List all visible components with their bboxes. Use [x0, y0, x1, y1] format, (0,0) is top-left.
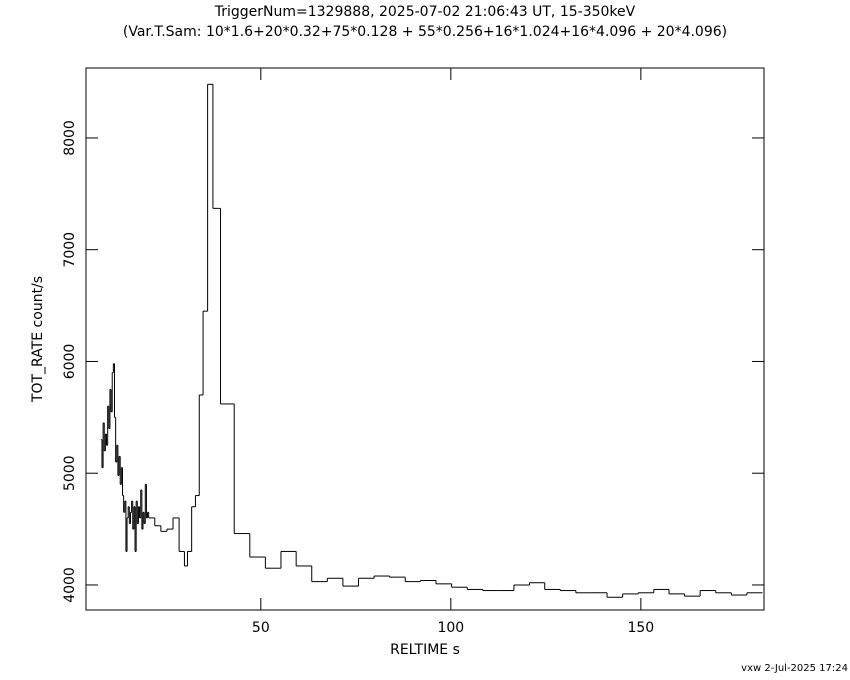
footer: vxw 2-Jul-2025 17:24 — [741, 663, 848, 674]
y-tick-label: 4000 — [62, 567, 78, 603]
chart-subtitle: (Var.T.Sam: 10*1.6+20*0.32+75*0.128 + 55… — [123, 24, 727, 40]
x-tick-label: 50 — [252, 620, 270, 636]
chart-title: TriggerNum=1329888, 2025-07-02 21:06:43 … — [214, 4, 636, 20]
y-tick-label: 6000 — [62, 344, 78, 380]
plot-frame — [85, 67, 765, 611]
y-tick-label: 7000 — [62, 232, 78, 268]
x-axis-label: RELTIME s — [390, 642, 460, 658]
y-tick-label: 5000 — [62, 455, 78, 491]
y-axis-label: TOT_RATE count/s — [30, 276, 46, 403]
y-tick-label: 8000 — [62, 120, 78, 156]
x-tick-label: 100 — [437, 620, 464, 636]
x-tick-label: 150 — [627, 620, 654, 636]
